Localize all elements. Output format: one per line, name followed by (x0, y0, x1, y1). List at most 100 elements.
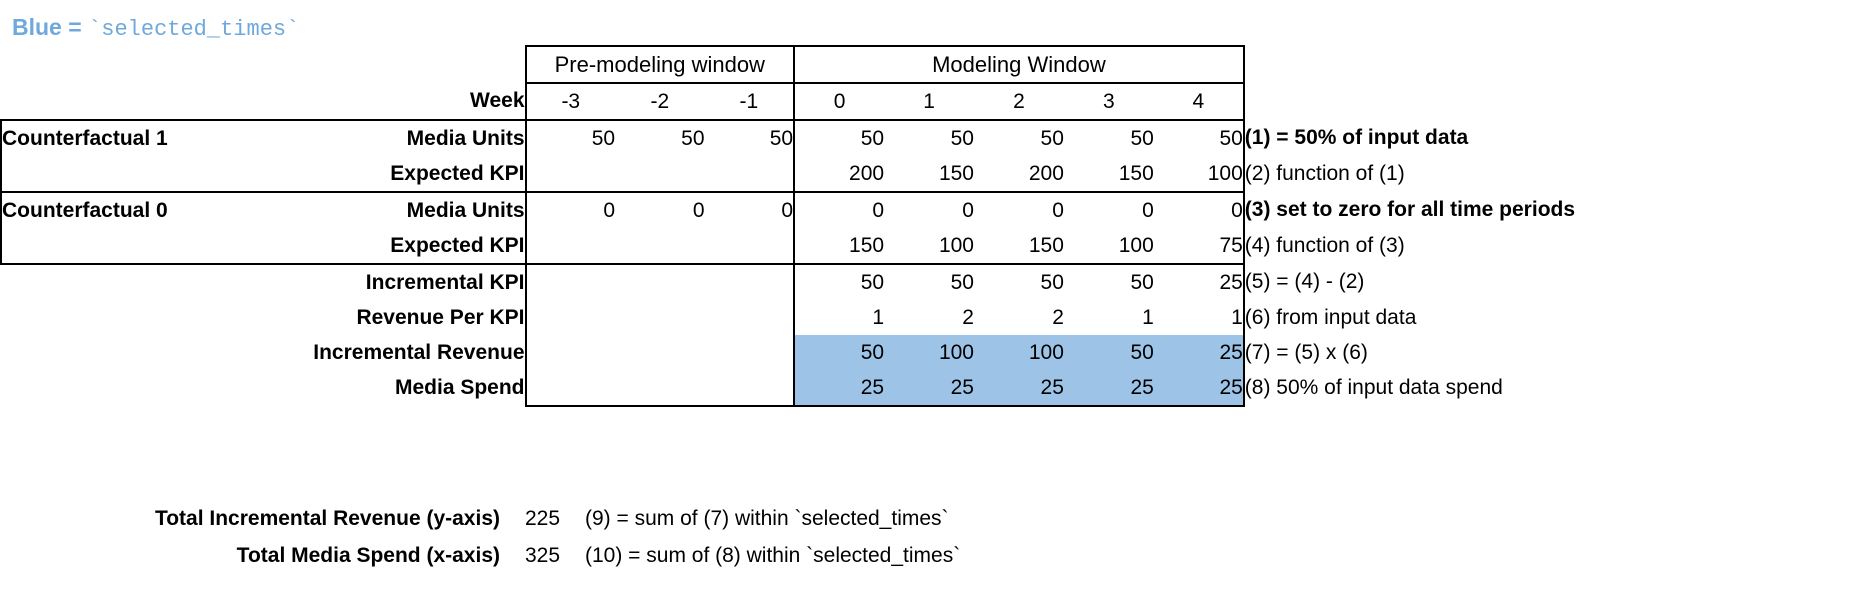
cell-cf0-media-units-w1: 0 (884, 191, 974, 228)
week-row-label: Week (470, 89, 525, 112)
table-row: Revenue Per KPI 1 2 2 1 1 (6) from input… (1, 300, 1876, 335)
cell-media-spend-w1: 25 (884, 370, 974, 407)
cell-cf0-expected-kpi-w0: 150 (794, 228, 885, 265)
annotation-7: (7) = (5) x (6) (1244, 340, 1368, 364)
cell-revenue-per-kpi-w0: 1 (872, 305, 885, 329)
cell-cf1-expected-kpi-w0: 200 (849, 161, 885, 185)
totals-row-media-spend: Total Media Spend (x-axis) 325 (10) = su… (0, 537, 961, 574)
group-label-counterfactual-0: Counterfactual 0 (0, 191, 244, 228)
annotation-6: (6) from input data (1244, 305, 1417, 329)
cell-cf0-expected-kpi-w2: 150 (973, 228, 1064, 265)
totals-block: Total Incremental Revenue (y-axis) 225 (… (0, 500, 960, 574)
week-header-2: 2 (973, 83, 1064, 121)
cell-cf0-media-units-w-1: 0 (704, 191, 796, 228)
cell-cf0-expected-kpi-w4: 75 (1153, 228, 1245, 265)
week-header--3: -3 (524, 83, 616, 121)
week-header-4: 4 (1153, 83, 1245, 121)
table-row: Incremental Revenue 50 100 100 50 25 (7)… (1, 335, 1876, 370)
cell-incremental-kpi-w-3 (524, 264, 616, 300)
spacer-cell (1, 370, 244, 406)
table-row: Expected KPI 200 150 200 150 100 (2) fun… (0, 156, 1876, 192)
cell-cf0-media-units-w3: 0 (1063, 191, 1154, 228)
spacer-cell (1, 335, 244, 370)
row-label-incremental-kpi: Incremental KPI (365, 270, 525, 294)
cell-cf1-expected-kpi-w-3 (524, 156, 616, 192)
cell-incremental-kpi-w1: 50 (950, 270, 974, 294)
annotation-3: (3) set to zero for all time periods (1244, 198, 1576, 221)
cell-media-spend-w3: 25 (1063, 370, 1154, 407)
cell-cf0-expected-kpi-w-2 (615, 228, 705, 265)
cell-revenue-per-kpi-w-1 (704, 300, 796, 335)
annotation-5: (5) = (4) - (2) (1244, 270, 1365, 293)
cell-incremental-kpi-w4: 25 (1153, 264, 1245, 300)
header-modeling-window: Modeling Window (794, 45, 1245, 84)
totals-table: Total Incremental Revenue (y-axis) 225 (… (0, 500, 960, 574)
cell-incremental-kpi-w3: 50 (1130, 270, 1154, 294)
cell-cf1-media-units-w1: 50 (884, 119, 974, 156)
spacer-cell (1, 46, 244, 83)
cell-cf0-expected-kpi-w-3 (524, 228, 616, 265)
spacer-cell (1244, 83, 1876, 120)
spacer-cell (244, 46, 526, 83)
cell-cf1-expected-kpi-w3: 150 (1118, 161, 1154, 185)
cell-cf0-media-units-w4: 0 (1153, 191, 1245, 228)
group-label-empty (0, 228, 244, 265)
legend: Blue = `selected_times` (12, 13, 299, 44)
cell-cf1-expected-kpi-w-2 (615, 156, 704, 192)
cell-media-spend-w-2 (615, 370, 705, 407)
cell-revenue-per-kpi-w4: 1 (1153, 300, 1245, 335)
table-row: Expected KPI 150 100 150 100 75 (4) func… (0, 228, 1876, 265)
cell-revenue-per-kpi-w-2 (615, 300, 704, 335)
cell-incremental-revenue-w2: 100 (973, 335, 1064, 370)
cell-cf1-expected-kpi-w4: 100 (1153, 156, 1245, 192)
annotation-2: (2) function of (1) (1244, 162, 1405, 185)
cell-incremental-kpi-w-1 (704, 264, 796, 300)
week-header-3: 3 (1063, 83, 1154, 121)
week-header-row: Week -3 -2 -1 0 1 2 3 4 (1, 83, 1876, 121)
legend-code-token: `selected_times` (88, 17, 300, 42)
cell-incremental-kpi-w2: 50 (1040, 270, 1064, 294)
annotation-4: (4) function of (3) (1244, 234, 1405, 257)
week-header--2: -2 (615, 83, 705, 121)
cell-cf1-expected-kpi-w-1 (704, 156, 796, 192)
totals-label-incremental-revenue: Total Incremental Revenue (y-axis) (154, 506, 500, 530)
cell-cf0-media-units-w2: 0 (973, 191, 1064, 228)
row-label-incremental-revenue: Incremental Revenue (313, 340, 525, 364)
cell-cf1-media-units-w-3: 50 (524, 119, 616, 156)
header-pre-modeling-window: Pre-modeling window (524, 45, 796, 84)
cell-cf1-media-units-w2: 50 (973, 119, 1064, 156)
totals-value-incremental-revenue: 225 (524, 506, 561, 530)
cell-incremental-revenue-w-2 (615, 335, 704, 370)
cell-cf1-expected-kpi-w2: 200 (1028, 161, 1064, 185)
cell-cf1-media-units-w4: 50 (1153, 119, 1245, 156)
counterfactual-table: Pre-modeling window Modeling Window Week… (0, 45, 1876, 407)
table-row: Media Spend 25 25 25 25 25 (8) 50% of in… (1, 370, 1876, 407)
week-header-1: 1 (884, 83, 974, 121)
cell-cf1-media-units-w3: 50 (1063, 119, 1154, 156)
cell-incremental-revenue-w-1 (704, 335, 796, 370)
week-header--1: -1 (704, 83, 796, 121)
row-label-expected-kpi-cf0: Expected KPI (243, 228, 526, 265)
cell-incremental-revenue-w4: 25 (1153, 335, 1245, 370)
cell-incremental-revenue-w0: 50 (794, 335, 885, 370)
cell-cf1-expected-kpi-w1: 150 (938, 161, 974, 185)
spacer-cell (1244, 46, 1876, 83)
totals-label-media-spend: Total Media Spend (x-axis) (236, 543, 500, 567)
group-label-counterfactual-1: Counterfactual 1 (0, 119, 244, 156)
cell-cf0-expected-kpi-w3: 100 (1063, 228, 1154, 265)
window-band-row: Pre-modeling window Modeling Window (1, 45, 1876, 84)
annotation-10: (10) = sum of (8) within `selected_times… (585, 543, 961, 567)
cell-revenue-per-kpi-w2: 2 (1052, 305, 1064, 329)
annotation-8: (8) 50% of input data spend (1244, 376, 1503, 399)
totals-value-media-spend: 325 (524, 543, 561, 567)
legend-equals: = (68, 14, 82, 40)
table-row: Counterfactual 0 Media Units 0 0 0 0 0 0… (0, 191, 1876, 228)
totals-row-incremental-revenue: Total Incremental Revenue (y-axis) 225 (… (0, 500, 960, 537)
week-header-0: 0 (794, 83, 885, 121)
cell-incremental-revenue-w1: 100 (884, 335, 974, 370)
group-label-empty (0, 156, 244, 192)
spacer-cell (1, 264, 244, 300)
row-label-media-spend: Media Spend (394, 376, 525, 399)
cell-incremental-kpi-w-2 (615, 264, 704, 300)
